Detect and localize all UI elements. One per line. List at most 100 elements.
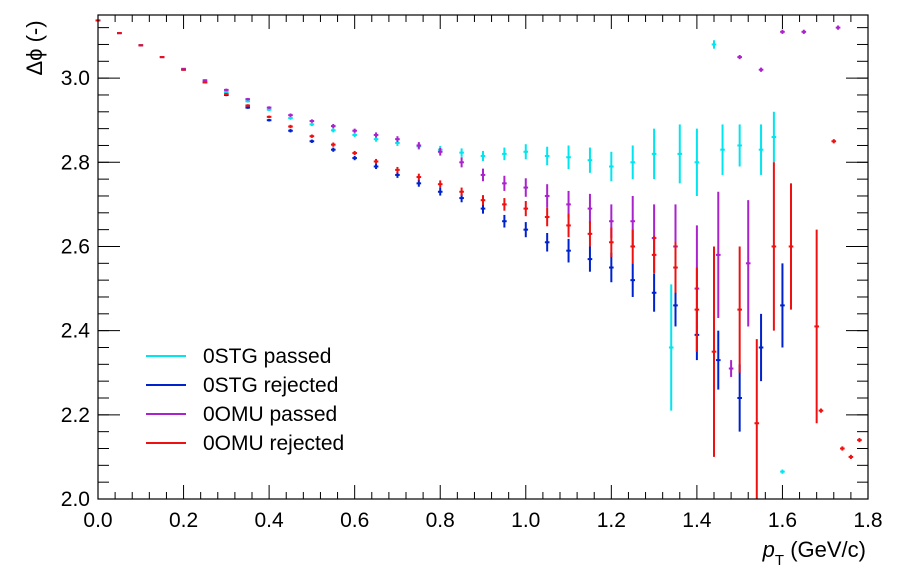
data-point [788,183,794,310]
x-tick-label: 0.2 [169,509,198,532]
data-point [373,132,379,138]
data-point [330,128,336,133]
data-point [288,124,293,129]
data-point [330,124,336,129]
data-point [651,235,657,274]
data-layer [95,19,862,499]
data-point [544,207,550,227]
x-tick-label: 0.0 [83,509,112,532]
x-axis-label-subscript: T [775,552,784,569]
data-point [609,151,614,182]
data-point [159,56,165,59]
data-point [737,54,742,60]
data-point [544,146,550,166]
data-point [309,134,315,138]
data-point [266,115,272,119]
data-point [737,246,742,373]
data-point [780,29,785,34]
data-point [181,68,186,71]
data-point [459,148,464,157]
data-point [395,171,400,178]
data-point [651,128,657,180]
data-point [309,119,315,123]
data-point [758,67,764,72]
data-point [630,229,636,264]
x-tick-label: 1.6 [768,509,797,532]
data-point [673,242,678,293]
data-point [831,139,837,144]
data-point [266,106,272,109]
data-point [668,284,674,411]
data-point [224,88,229,92]
data-point [814,229,819,424]
y-tick-label: 2.8 [61,151,90,174]
data-point [630,263,636,297]
y-tick-label: 2.2 [61,404,90,427]
data-point [745,200,751,327]
data-point [566,145,571,170]
y-axis-label: Δϕ (-) [22,20,47,75]
data-point [523,144,529,160]
x-axis-label: pT (GeV/c) [762,537,866,569]
x-tick-label: 0.8 [426,509,455,532]
data-point [352,150,357,156]
legend-entry-label: 0OMU passed [203,403,337,426]
data-point [848,454,854,460]
data-point [459,187,464,196]
data-point [771,111,777,163]
data-point [754,339,760,499]
data-point [801,29,807,34]
data-point [758,313,764,382]
data-point [780,263,785,348]
data-point [694,267,700,352]
y-tick-label: 2.4 [61,320,91,343]
data-point [677,124,683,184]
y-tick-label: 3.0 [61,67,90,90]
data-point [587,246,593,272]
data-point [523,222,529,238]
data-point [587,221,593,247]
data-point [630,145,636,180]
data-point [715,330,721,390]
data-point [720,124,725,175]
data-point [544,233,550,252]
data-point [224,92,229,96]
data-point [737,124,742,167]
series-group [95,19,862,499]
y-tick-label: 2.6 [61,235,90,258]
data-point [416,179,422,187]
legend-entry-label: 0OMU rejected [203,432,344,455]
axis-layer: 0.0 0.2 0.4 0.6 0.8 1.0 1.2 1.4 1.6 1.8 2.0 2.2 2.4 2… [61,15,883,532]
data-point [566,190,571,218]
x-tick-label: 1.0 [511,509,540,532]
data-point [352,128,357,133]
legend-entry-label: 0STG rejected [203,374,338,397]
x-tick-label: 0.6 [340,509,369,532]
data-point [352,132,357,138]
data-point [480,168,486,182]
data-point [288,113,293,117]
data-point [373,158,379,164]
data-point [395,136,400,143]
data-point [352,155,357,161]
data-point [138,44,144,47]
data-point [309,122,315,127]
data-point [544,184,550,208]
x-tick-label: 1.4 [682,509,712,532]
data-point [857,437,862,443]
data-point [587,147,593,173]
x-axis-label-units: (GeV/c) [790,537,866,562]
data-point [202,81,208,84]
x-tick-label: 1.8 [853,509,882,532]
data-point [523,178,529,197]
data-point [523,201,529,217]
data-point [566,213,571,238]
data-point [502,175,507,191]
data-point [437,180,443,188]
data-point [330,142,336,147]
data-point [840,446,845,451]
data-point [728,360,734,377]
data-point [416,142,422,149]
data-point [416,173,422,181]
plot-frame [97,14,869,500]
